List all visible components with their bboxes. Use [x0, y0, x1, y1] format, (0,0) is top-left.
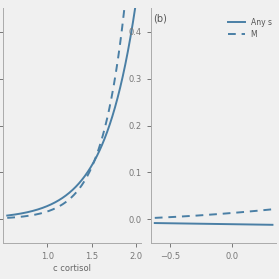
X-axis label: c cortisol: c cortisol [53, 264, 91, 273]
Text: (b): (b) [153, 13, 167, 23]
Legend: Any s, M: Any s, M [227, 17, 272, 39]
